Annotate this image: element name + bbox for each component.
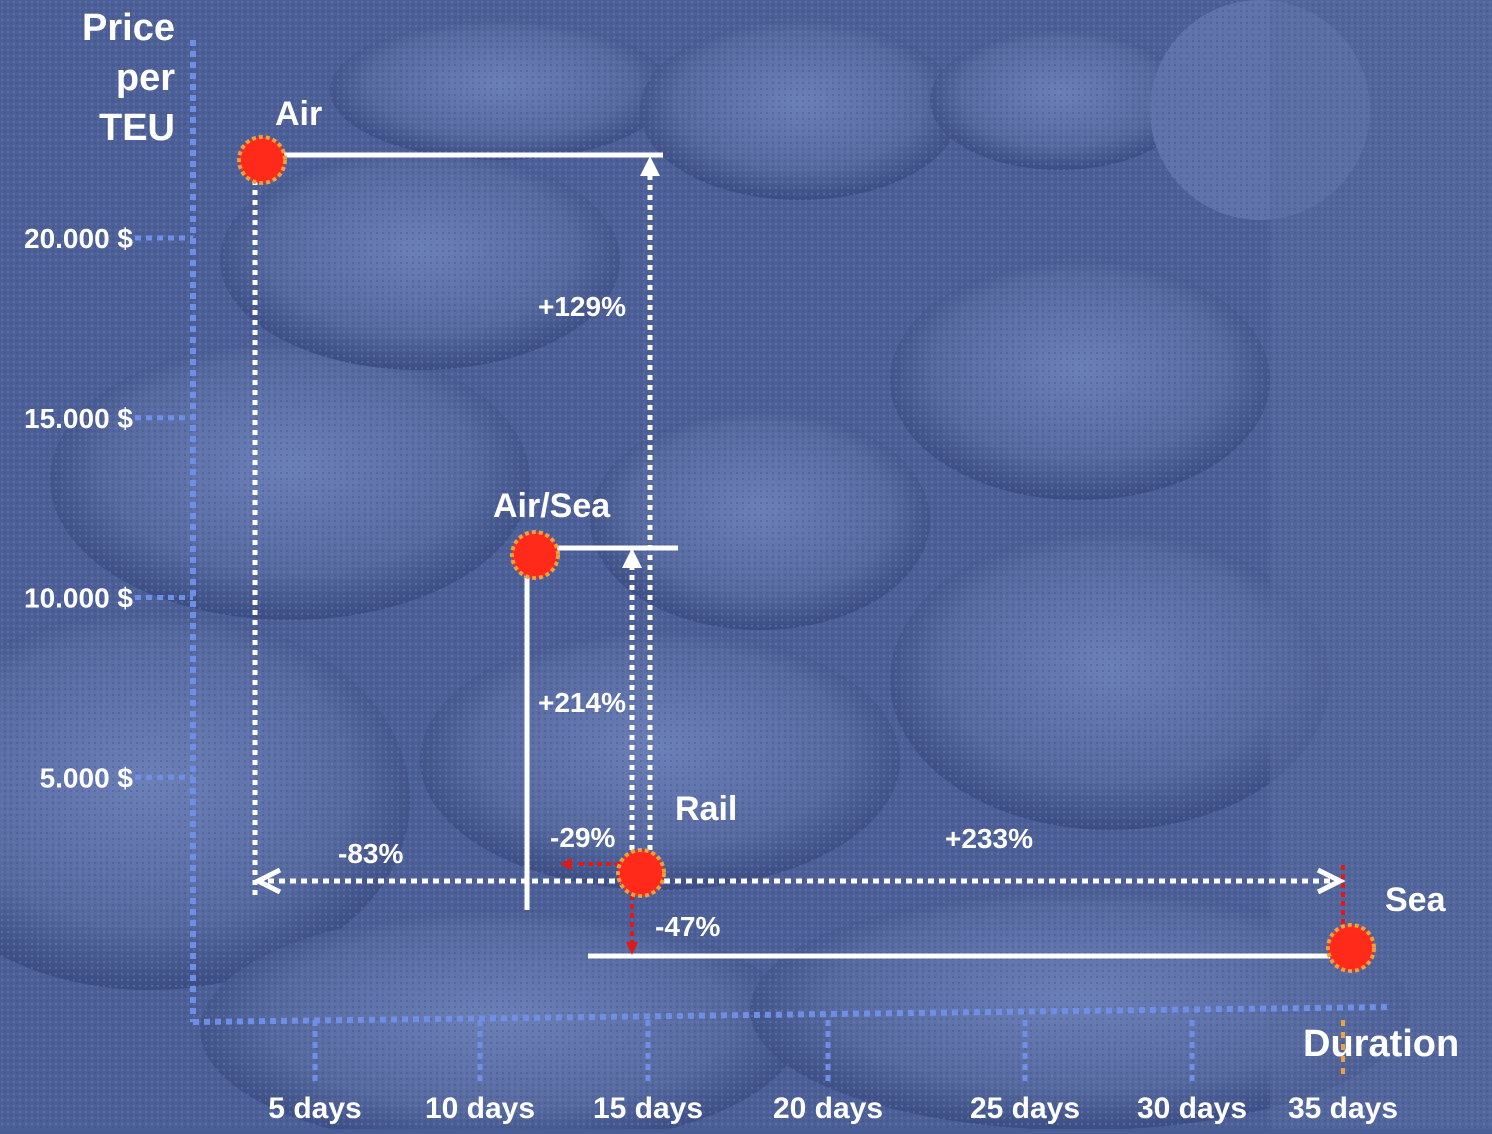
rail-down-reduction-arrowhead bbox=[626, 942, 638, 955]
duration-arrowhead-left bbox=[252, 867, 282, 895]
y-tick-label: 10.000 $ bbox=[24, 583, 133, 614]
x-tick-label: 10 days bbox=[425, 1092, 535, 1125]
rail-left-reduction-arrowhead bbox=[560, 858, 572, 870]
y-tick-label: 5.000 $ bbox=[40, 762, 134, 793]
x-axis-line bbox=[192, 1004, 1391, 1025]
point-label-air: Air bbox=[275, 95, 322, 133]
annotation-label: +233% bbox=[945, 823, 1033, 854]
y-axis-title-line: per bbox=[116, 57, 175, 99]
rail-to-airsea-arrowhead bbox=[622, 548, 642, 568]
annotation-label: -83% bbox=[338, 838, 403, 869]
y-axis-ticks: 5.000 $ 10.000 $ 15.000 $ 20.000 $ bbox=[24, 223, 193, 793]
y-tick-label: 20.000 $ bbox=[24, 223, 133, 254]
annotation-label: -47% bbox=[655, 911, 720, 942]
text-labels: Air Air/Sea Rail Sea +129% +214% -83% -29% +233%… bbox=[275, 95, 1447, 942]
point-rail bbox=[616, 848, 666, 898]
point-air bbox=[237, 135, 287, 185]
point-label-rail: Rail bbox=[675, 790, 737, 828]
x-axis-title: Duration bbox=[1303, 1023, 1459, 1065]
y-axis-title-line: Price bbox=[82, 7, 175, 49]
annotation-label: +214% bbox=[538, 687, 626, 718]
x-axis-ticks: 5 days 10 days 15 days 20 days 25 days 30 day… bbox=[268, 1020, 1398, 1125]
point-air-sea bbox=[510, 530, 560, 580]
connector-lines bbox=[252, 152, 1346, 959]
x-tick-label: 15 days bbox=[593, 1092, 703, 1125]
annotation-label: +129% bbox=[538, 291, 626, 322]
rail-to-air-arrowhead bbox=[640, 156, 660, 176]
x-tick-label: 25 days bbox=[970, 1092, 1080, 1125]
x-tick-label: 35 days bbox=[1288, 1092, 1398, 1125]
point-label-sea: Sea bbox=[1385, 881, 1447, 919]
y-axis-title-line: TEU bbox=[99, 107, 175, 149]
point-sea bbox=[1326, 923, 1376, 973]
x-tick-label: 30 days bbox=[1137, 1092, 1247, 1125]
x-tick-label: 20 days bbox=[773, 1092, 883, 1125]
annotation-label: -29% bbox=[550, 822, 615, 853]
x-tick-label: 5 days bbox=[268, 1092, 361, 1125]
data-points bbox=[237, 135, 1376, 973]
point-label-air-sea: Air/Sea bbox=[493, 487, 611, 525]
y-tick-label: 15.000 $ bbox=[24, 403, 133, 434]
y-axis-title: Price per TEU bbox=[82, 7, 175, 149]
duration-arrowhead-right bbox=[1316, 867, 1346, 895]
axes: Price per TEU Duration bbox=[82, 7, 1459, 1080]
